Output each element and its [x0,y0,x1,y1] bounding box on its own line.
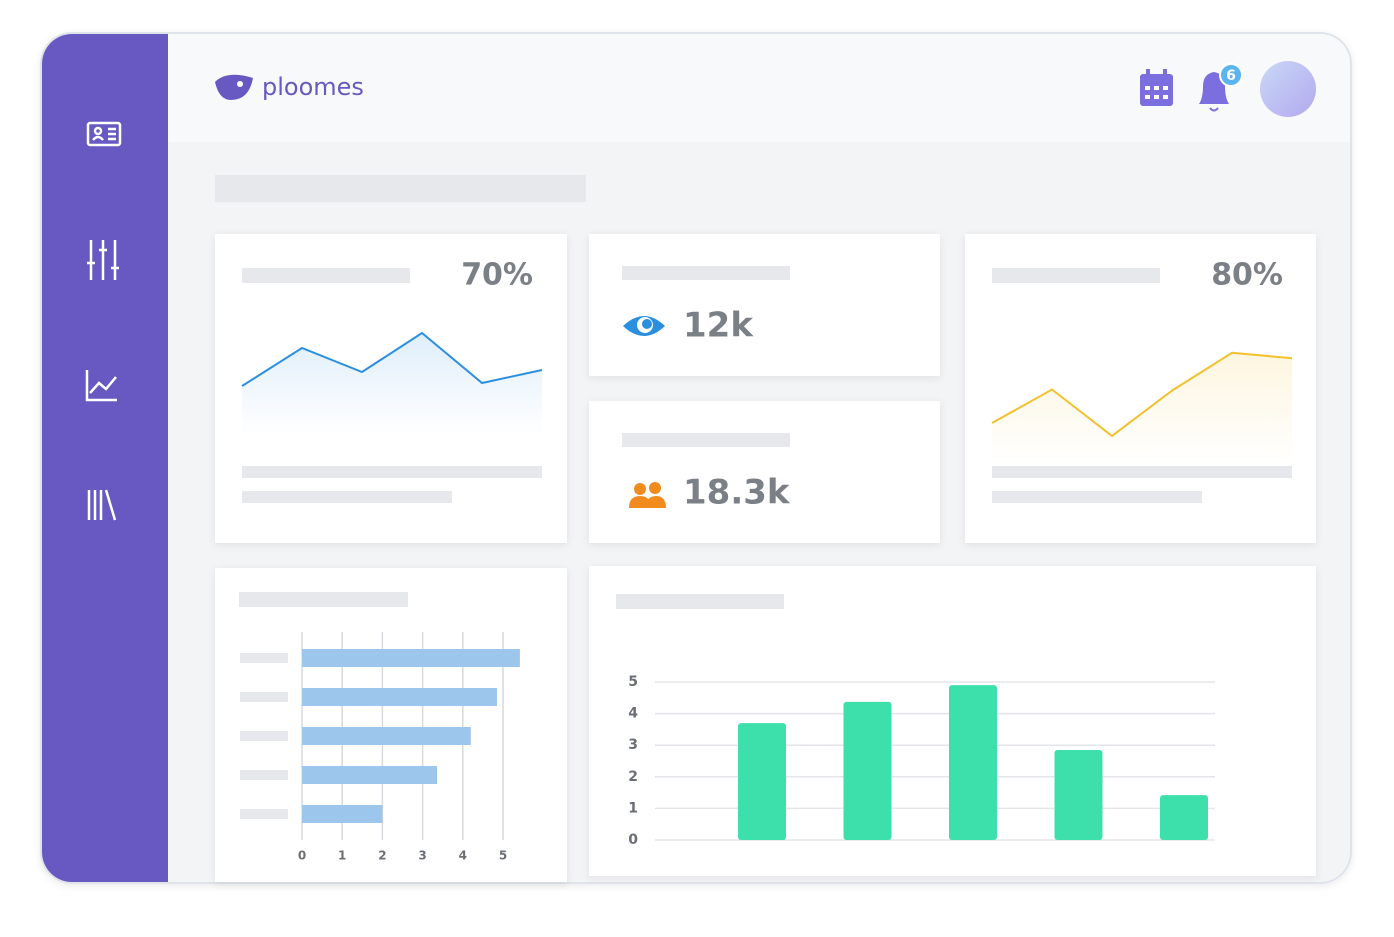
badge [1219,63,1243,87]
bar [1054,749,1103,840]
x-tick-label: 0 [298,849,306,863]
bar [949,685,997,840]
line [991,351,1293,438]
line [241,331,543,387]
logo-text[interactable]: ploomes [262,73,364,101]
bar [738,723,786,840]
x-tick-label: 4 [459,849,467,863]
line-area [242,333,542,435]
kpi-percent: 70% [461,258,533,293]
x-tick-label: 1 [338,849,346,863]
calendar-icon[interactable] [1140,69,1173,106]
sidebar [42,34,168,882]
stat-value: 12k [683,306,754,346]
badge-count: 6 [1226,68,1236,84]
line-area [992,352,1292,465]
logo-eye [237,81,243,87]
logo-mark [215,74,253,100]
avatar[interactable] [1260,61,1316,117]
y-tick-label: 5 [628,674,638,690]
sidebar-icons[interactable] [85,121,122,521]
bar [302,727,471,745]
bar [302,688,497,706]
bar [302,805,383,823]
x-tick-label: 3 [418,849,426,863]
cards [215,234,1316,882]
x-tick-label: 2 [378,849,386,863]
y-tick-label: 2 [628,769,638,785]
y-tick-label: 0 [628,832,638,848]
y-tick-label: 4 [628,706,638,722]
y-tick-label: 1 [628,800,638,816]
x-tick-label: 5 [499,849,507,863]
page-title-placeholder [215,175,586,202]
bar [302,766,438,784]
bar [1160,795,1208,840]
bell-clapper [1209,107,1219,112]
users-icon [629,482,666,508]
eye-iris [642,319,652,329]
placeholders [239,266,1292,819]
bar [843,701,892,840]
charts: 0 1 2 3 4 5 0 1 2 3 4 5 [241,331,1293,863]
stat-value: 18.3k [683,473,791,513]
y-tick-label: 3 [628,737,638,753]
bar [302,649,520,667]
kpi-percent: 80% [1211,258,1283,293]
